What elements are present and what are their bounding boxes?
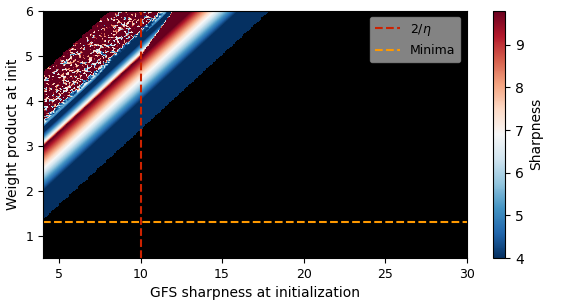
- X-axis label: GFS sharpness at initialization: GFS sharpness at initialization: [150, 286, 360, 300]
- 2/$\eta$: [137, 279, 144, 282]
- Y-axis label: Weight product at init: Weight product at init: [6, 59, 20, 210]
- 2/$\eta$: [137, 234, 144, 237]
- Legend: 2/$\eta$, Minima: 2/$\eta$, Minima: [370, 17, 460, 62]
- Y-axis label: Sharpness: Sharpness: [529, 98, 543, 170]
